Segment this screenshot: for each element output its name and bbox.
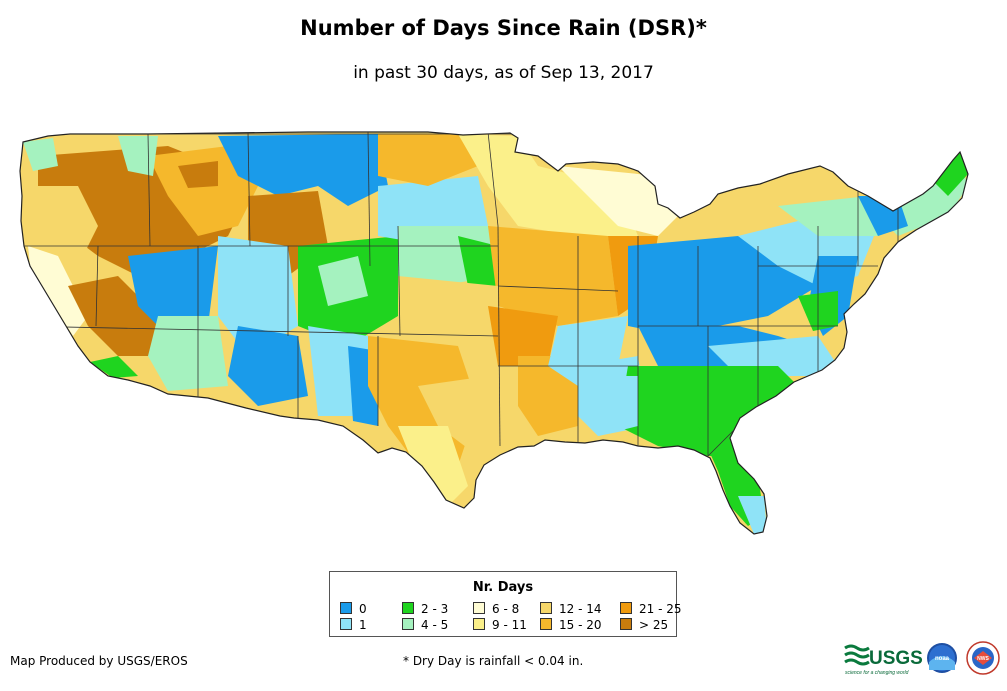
legend-label: 4 - 5	[421, 618, 449, 632]
legend-item: 12 - 14	[540, 602, 602, 616]
legend-label: 2 - 3	[421, 602, 449, 616]
legend: Nr. Days 0 1 2 - 3 4 - 5 6 - 8 9 - 11 12 - 14 1…	[329, 571, 682, 637]
usgs-tagline: science for a changing world	[845, 670, 909, 676]
nws-logo: NWS	[966, 641, 1000, 675]
producer-credit: Map Produced by USGS/EROS	[10, 654, 188, 668]
legend-label: 0	[359, 602, 367, 616]
rainfall-zones	[20, 132, 968, 534]
legend-swatch	[340, 602, 352, 614]
legend-label: 15 - 20	[559, 618, 602, 632]
legend-item: 4 - 5	[402, 618, 449, 632]
dry-day-note: * Dry Day is rainfall < 0.04 in.	[403, 654, 584, 668]
legend-swatch	[402, 602, 414, 614]
legend-item: 0	[340, 602, 367, 616]
noaa-wordmark: noaa	[935, 656, 950, 662]
legend-swatch	[473, 618, 485, 630]
legend-item: 21 - 25	[620, 602, 682, 616]
map-title: Number of Days Since Rain (DSR)*	[300, 16, 707, 40]
legend-item: > 25	[620, 618, 669, 632]
legend-item: 9 - 11	[473, 618, 527, 632]
legend-label: 21 - 25	[639, 602, 682, 616]
us-dsr-map	[19, 131, 969, 535]
nws-wordmark: NWS	[977, 656, 989, 662]
map-subtitle: in past 30 days, as of Sep 13, 2017	[353, 63, 654, 83]
legend-label: 12 - 14	[559, 602, 602, 616]
legend-swatch	[340, 618, 352, 630]
legend-swatch	[540, 618, 552, 630]
legend-swatch	[620, 602, 632, 614]
state-borders	[20, 132, 968, 457]
legend-label: 9 - 11	[492, 618, 527, 632]
legend-swatch	[620, 618, 632, 630]
agency-logos: USGS science for a changing world noaa N…	[844, 641, 1000, 676]
legend-item: 15 - 20	[540, 618, 602, 632]
legend-label: > 25	[639, 618, 669, 632]
legend-label: 1	[359, 618, 367, 632]
legend-swatch	[402, 618, 414, 630]
legend-swatch	[540, 602, 552, 614]
legend-label: 6 - 8	[492, 602, 520, 616]
noaa-logo: noaa	[927, 643, 957, 673]
legend-item: 1	[340, 618, 367, 632]
legend-swatch	[473, 602, 485, 614]
legend-item: 6 - 8	[473, 602, 520, 616]
usgs-wordmark: USGS	[869, 648, 923, 669]
legend-title: Nr. Days	[472, 580, 534, 595]
legend-item: 2 - 3	[402, 602, 449, 616]
usgs-logo: USGS science for a changing world	[844, 644, 923, 676]
